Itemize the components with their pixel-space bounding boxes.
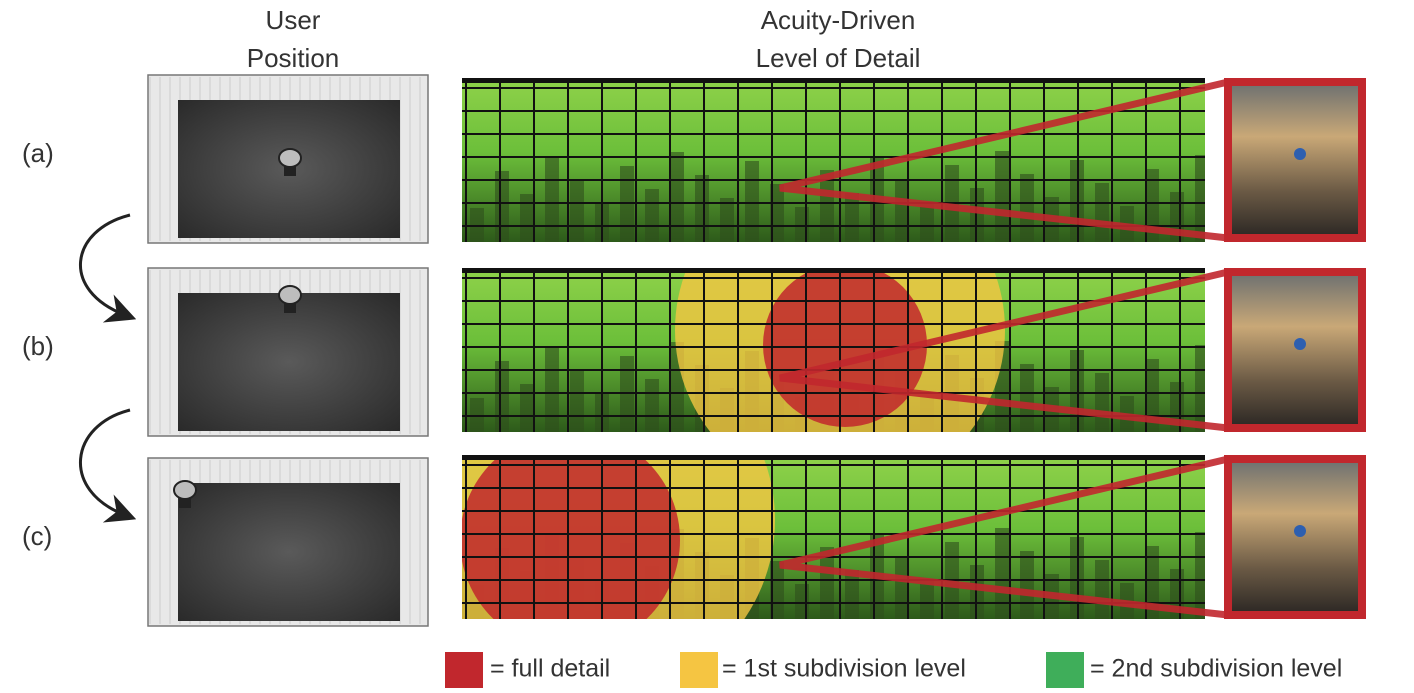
worker bbox=[1294, 525, 1306, 537]
building bbox=[645, 189, 659, 242]
building bbox=[1195, 532, 1209, 619]
user bbox=[279, 149, 301, 167]
lod-full bbox=[460, 430, 680, 650]
building bbox=[520, 194, 534, 242]
building bbox=[1195, 155, 1209, 242]
building bbox=[1095, 560, 1109, 619]
panorama-top bbox=[462, 78, 1205, 83]
arrow bbox=[80, 215, 130, 315]
building bbox=[495, 171, 509, 242]
room bbox=[148, 75, 428, 243]
user-legs bbox=[284, 166, 296, 176]
page: {"headers": {"user_position": ["User", "… bbox=[0, 0, 1414, 688]
building bbox=[1095, 183, 1109, 242]
building bbox=[895, 556, 909, 619]
legend-label: = 2nd subdivision level bbox=[1090, 655, 1342, 683]
legend-swatch bbox=[445, 652, 483, 688]
room bbox=[148, 458, 428, 626]
building bbox=[570, 370, 584, 432]
building bbox=[995, 528, 1009, 619]
inset bbox=[1228, 459, 1362, 615]
building bbox=[720, 198, 734, 242]
building bbox=[745, 161, 759, 242]
arrow bbox=[80, 410, 130, 515]
row-label: (b) bbox=[22, 331, 54, 361]
user-legs bbox=[284, 303, 296, 313]
row-label: (c) bbox=[22, 521, 52, 551]
room-floor bbox=[178, 483, 400, 621]
worker bbox=[1294, 338, 1306, 350]
legend-label: = full detail bbox=[490, 655, 610, 683]
figure: User Position Acuity-Driven Level of Det… bbox=[0, 0, 1414, 688]
building bbox=[695, 175, 709, 242]
building bbox=[1020, 174, 1034, 242]
panorama-top bbox=[462, 268, 1205, 273]
user-legs bbox=[179, 498, 191, 508]
building bbox=[1020, 551, 1034, 619]
legend-swatch bbox=[680, 652, 718, 688]
room bbox=[148, 268, 428, 436]
panorama-top bbox=[462, 455, 1205, 460]
lod-full bbox=[763, 263, 927, 427]
building bbox=[1020, 364, 1034, 432]
building bbox=[645, 379, 659, 432]
building bbox=[845, 193, 859, 242]
inset bbox=[1228, 272, 1362, 428]
row-label: (a) bbox=[22, 138, 54, 168]
building bbox=[545, 347, 559, 432]
header: Level of Detail bbox=[756, 43, 921, 73]
building bbox=[545, 157, 559, 242]
building bbox=[1195, 345, 1209, 432]
inset bbox=[1228, 82, 1362, 238]
building bbox=[670, 152, 684, 242]
room-floor bbox=[178, 293, 400, 431]
building bbox=[520, 384, 534, 432]
building bbox=[845, 570, 859, 619]
header: Acuity-Driven bbox=[761, 5, 916, 35]
user bbox=[174, 481, 196, 499]
user bbox=[279, 286, 301, 304]
building bbox=[570, 180, 584, 242]
legend-swatch bbox=[1046, 652, 1084, 688]
header: User bbox=[266, 5, 321, 35]
building bbox=[495, 361, 509, 432]
legend-label: = 1st subdivision level bbox=[722, 655, 966, 683]
worker bbox=[1294, 148, 1306, 160]
header: Position bbox=[247, 43, 340, 73]
building bbox=[1095, 373, 1109, 432]
building bbox=[895, 179, 909, 242]
building bbox=[995, 151, 1009, 242]
panorama bbox=[462, 78, 1209, 242]
